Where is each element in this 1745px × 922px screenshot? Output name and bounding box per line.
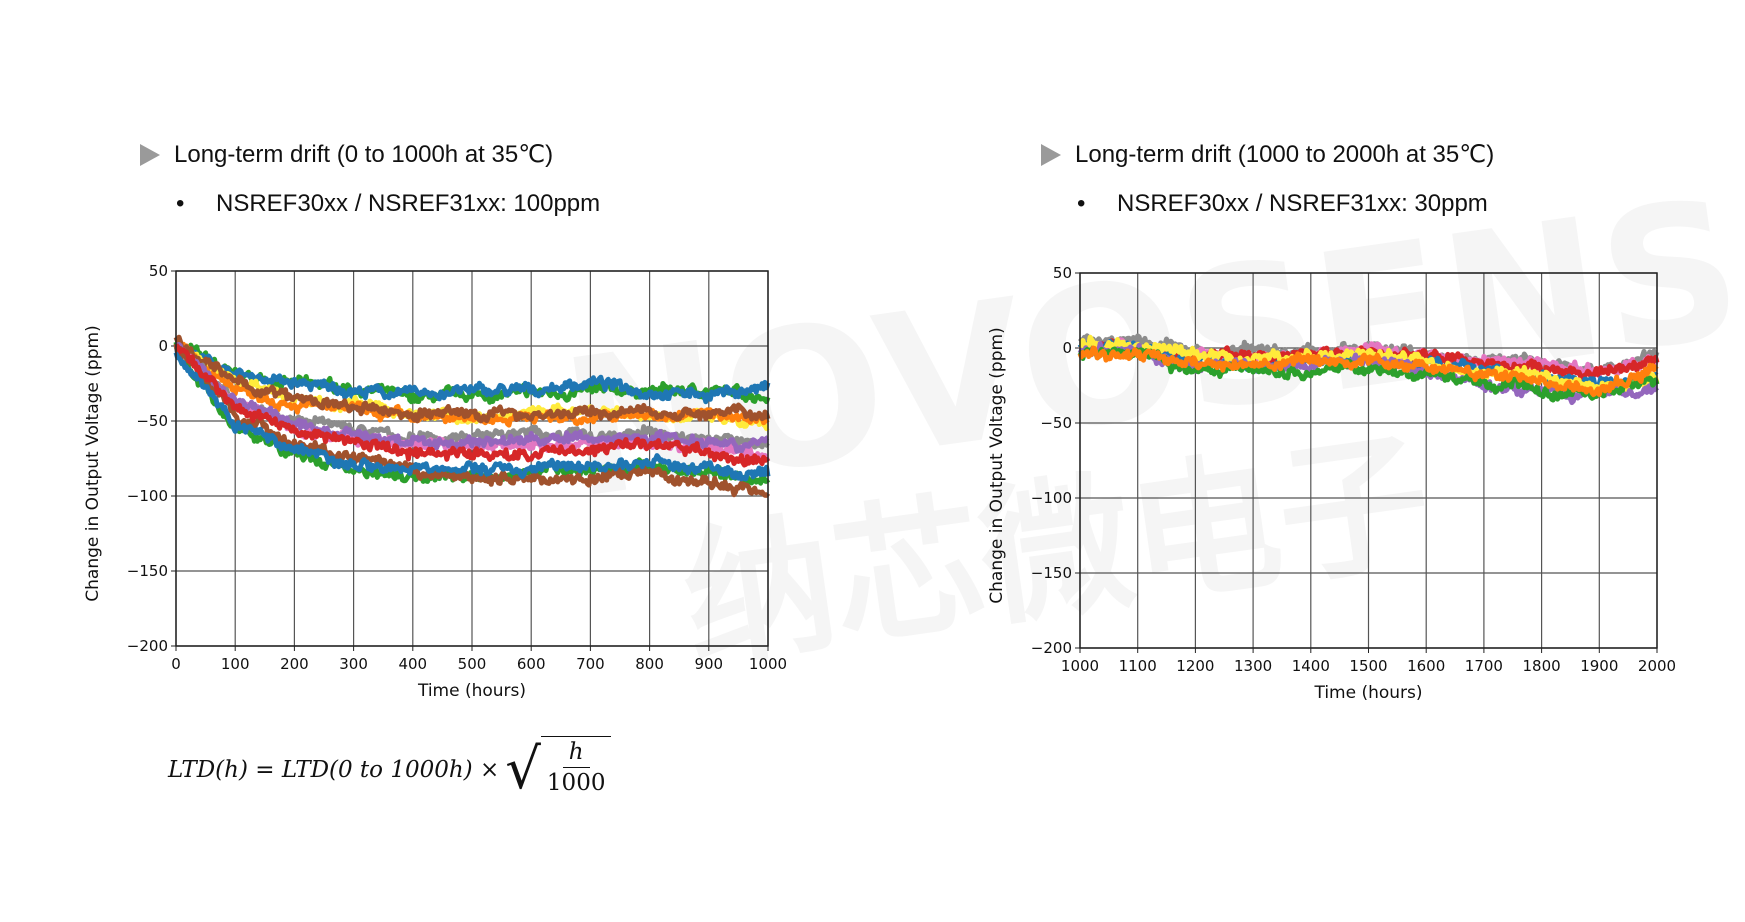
series-line-0	[173, 341, 771, 405]
y-tick-label: −150	[127, 562, 168, 580]
x-tick-label: 800	[635, 655, 664, 673]
right-drift-chart: 1000 1100 1200 1300 1400 1500 1600 1700 1800 1900…	[987, 264, 1676, 703]
x-tick-label: 200	[280, 655, 309, 673]
series-line-7	[175, 342, 770, 454]
y-tick-label: 50	[1053, 264, 1072, 282]
x-tick-label: 700	[576, 655, 605, 673]
x-axis-label: Time (hours)	[1313, 683, 1422, 703]
x-tick-label: 1700	[1465, 657, 1503, 675]
right-heading-text: Long-term drift (1000 to 2000h at 35℃)	[1075, 141, 1495, 168]
triangle-bullet-icon	[140, 143, 160, 166]
y-tick-label: −50	[1040, 414, 1072, 432]
left-bullet-text: NSREF30xx / NSREF31xx: 100ppm	[216, 190, 601, 217]
x-tick-label: 1300	[1234, 657, 1272, 675]
y-tick-label: −200	[1031, 639, 1072, 657]
left-heading: Long-term drift (0 to 1000h at 35℃)	[140, 140, 553, 169]
x-tick-label: 2000	[1638, 657, 1676, 675]
left-heading-text: Long-term drift (0 to 1000h at 35℃)	[174, 141, 554, 168]
x-tick-label: 100	[221, 655, 250, 673]
series-line-11	[174, 343, 771, 468]
fraction: h 1000	[540, 736, 612, 798]
x-tick-label: 1800	[1523, 657, 1561, 675]
right-bullet-text: NSREF30xx / NSREF31xx: 30ppm	[1117, 190, 1488, 217]
x-tick-label: 1400	[1292, 657, 1330, 675]
formula-sqrt-fraction: √ h 1000	[505, 736, 612, 802]
formula-denominator: 1000	[546, 770, 606, 796]
y-tick-label: −150	[1031, 564, 1072, 582]
right-bullet: • NSREF30xx / NSREF31xx: 30ppm	[1077, 190, 1488, 218]
x-tick-label: 900	[694, 655, 723, 673]
x-tick-label: 500	[458, 655, 487, 673]
x-tick-label: 1600	[1407, 657, 1445, 675]
formula-numerator: h	[562, 737, 590, 768]
bullet-dot-icon: •	[176, 190, 185, 217]
y-tick-label: 0	[1062, 339, 1072, 357]
y-tick-label: 50	[149, 262, 168, 280]
x-tick-label: 1900	[1580, 657, 1618, 675]
y-axis-label: Change in Output Voltage (ppm)	[987, 327, 1007, 603]
series-line-7	[1077, 345, 1659, 398]
ltd-formula: LTD(h) = LTD(0 to 1000h) × √ h 1000	[168, 736, 612, 802]
x-tick-label: 1000	[1061, 657, 1099, 675]
left-bullet: • NSREF30xx / NSREF31xx: 100ppm	[176, 190, 600, 218]
sqrt-icon: √	[505, 737, 541, 802]
x-tick-label: 300	[339, 655, 368, 673]
plot-frame	[175, 270, 769, 647]
x-tick-label: 1000	[749, 655, 787, 673]
y-tick-label: −100	[127, 487, 168, 505]
y-tick-label: −100	[1031, 489, 1072, 507]
y-tick-label: 0	[158, 337, 168, 355]
x-tick-label: 1100	[1119, 657, 1157, 675]
series-line-4	[173, 334, 771, 424]
y-tick-label: −200	[127, 637, 168, 655]
series-line-1	[173, 344, 771, 405]
x-tick-label: 400	[398, 655, 427, 673]
x-tick-label: 0	[171, 655, 181, 673]
triangle-bullet-icon	[1041, 143, 1061, 166]
series-line-10	[173, 351, 771, 482]
x-tick-label: 1500	[1349, 657, 1387, 675]
plot-frame	[1079, 272, 1658, 649]
x-tick-label: 600	[517, 655, 546, 673]
bullet-dot-icon: •	[1077, 190, 1086, 217]
y-tick-label: −50	[136, 412, 168, 430]
x-tick-label: 1200	[1176, 657, 1214, 675]
right-heading: Long-term drift (1000 to 2000h at 35℃)	[1041, 140, 1494, 169]
left-drift-chart: 0 100 200 300 400 500 600 700 800 900 1000500−50−1…	[83, 262, 787, 701]
y-axis-label: Change in Output Voltage (ppm)	[83, 325, 103, 601]
series-line-6	[1077, 346, 1660, 403]
formula-lhs: LTD(h) = LTD(0 to 1000h) ×	[168, 757, 500, 783]
x-axis-label: Time (hours)	[417, 681, 526, 701]
